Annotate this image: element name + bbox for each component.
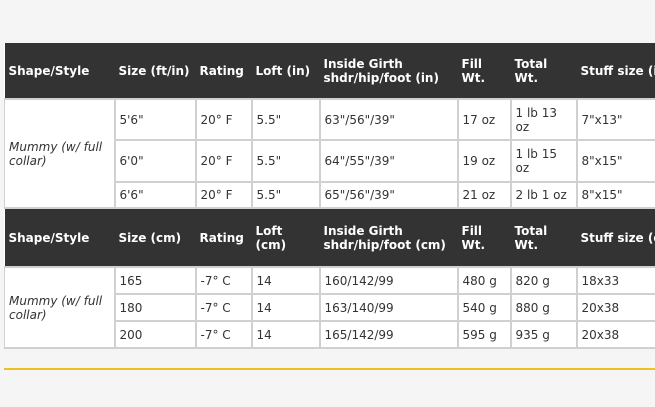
table-cell: 540 g [456, 293, 512, 322]
table-cell: 820 g [509, 266, 578, 295]
table-cell: 5.5" [250, 139, 321, 183]
column-header: Fill Wt. [457, 208, 511, 267]
table-cell: 14 [250, 293, 321, 322]
table-cell: -7° C [194, 293, 253, 322]
table-cell: 163/140/99 [318, 293, 459, 322]
table-cell: 18x33 [575, 266, 655, 295]
table-cell: 8"x15" [575, 139, 655, 183]
table-cell: 64"/55"/39" [318, 139, 459, 183]
table-cell: 6'6" [113, 181, 197, 209]
table-row: Mummy (w/ full collar) 5'6" 20° F 5.5" 63"/5… [4, 98, 655, 209]
column-header: Rating [195, 208, 252, 267]
table-row: 200 -7° C 14 165/142/99 595 g 935 g 20x38 [5, 320, 655, 349]
table-cell: 14 [250, 266, 321, 295]
column-header: Size (cm) [114, 208, 196, 267]
table-cell: -7° C [194, 320, 253, 349]
table-cell: 165 [113, 266, 197, 295]
table-row: 180 -7° C 14 163/140/99 540 g 880 g 20x38 [5, 293, 655, 322]
column-header: Stuff size (cm) [576, 208, 655, 267]
table-cell: 200 [113, 320, 197, 349]
imperial-header-row: Shape/Style Size (ft/in) Rating Loft (in) In… [4, 43, 655, 99]
column-header: Size (ft/in) [114, 43, 196, 99]
column-header: Rating [195, 43, 252, 99]
divider-rule [4, 368, 655, 370]
table-cell: 20° F [194, 181, 253, 209]
table-cell: 7"x13" [575, 98, 655, 141]
table-cell: 595 g [456, 320, 512, 349]
table-cell: 6'0" [113, 139, 197, 183]
shape-style-cell: Mummy (w/ full collar) [4, 98, 116, 209]
specs-tables: Shape/Style Size (ft/in) Rating Loft (in) In… [4, 43, 655, 349]
table-cell: 19 oz [456, 139, 512, 183]
table-cell: 935 g [509, 320, 578, 349]
column-header: Inside Girth shdr/hip/foot (cm) [319, 208, 458, 267]
table-cell: 8"x15" [575, 181, 655, 209]
column-header: Shape/Style [4, 43, 115, 99]
table-cell: 1 lb 15 oz [509, 139, 578, 183]
table-cell: 65"/56"/39" [318, 181, 459, 209]
column-header: Total Wt. [510, 208, 577, 267]
table-cell: 165/142/99 [318, 320, 459, 349]
table-cell: 880 g [509, 293, 578, 322]
column-header: Inside Girth shdr/hip/foot (in) [319, 43, 458, 99]
column-header: Loft (cm) [251, 208, 320, 267]
column-header: Stuff size (in) [576, 43, 655, 99]
table-cell: 2 lb 1 oz [509, 181, 578, 209]
table-cell: 5.5" [250, 181, 321, 209]
column-header: Fill Wt. [457, 43, 511, 99]
shape-style-cell: Mummy (w/ full collar) [4, 266, 116, 349]
metric-header-row: Shape/Style Size (cm) Rating Loft (cm) Insid… [4, 208, 655, 267]
table-cell: 63"/56"/39" [318, 98, 459, 141]
table-cell: 480 g [456, 266, 512, 295]
table-cell: 20° F [194, 139, 253, 183]
table-cell: 20x38 [575, 293, 655, 322]
table-row: 6'6" 20° F 5.5" 65"/56"/39" 21 oz 2 lb 1 oz 8"… [5, 181, 655, 209]
table-cell: 1 lb 13 oz [509, 98, 578, 141]
column-header: Loft (in) [251, 43, 320, 99]
table-cell: 20x38 [575, 320, 655, 349]
table-cell: 5.5" [250, 98, 321, 141]
table-cell: 5'6" [113, 98, 197, 141]
table-cell: 14 [250, 320, 321, 349]
table-cell: -7° C [194, 266, 253, 295]
table-cell: 21 oz [456, 181, 512, 209]
column-header: Shape/Style [4, 208, 115, 267]
table-cell: 160/142/99 [318, 266, 459, 295]
table-cell: 17 oz [456, 98, 512, 141]
column-header: Total Wt. [510, 43, 577, 99]
specs-table: Shape/Style Size (ft/in) Rating Loft (in) In… [4, 43, 655, 349]
table-row: 6'0" 20° F 5.5" 64"/55"/39" 19 oz 1 lb 15 oz 8… [5, 139, 655, 183]
table-cell: 20° F [194, 98, 253, 141]
table-row: Mummy (w/ full collar) 165 -7° C 14 160/142/… [4, 266, 655, 349]
table-cell: 180 [113, 293, 197, 322]
